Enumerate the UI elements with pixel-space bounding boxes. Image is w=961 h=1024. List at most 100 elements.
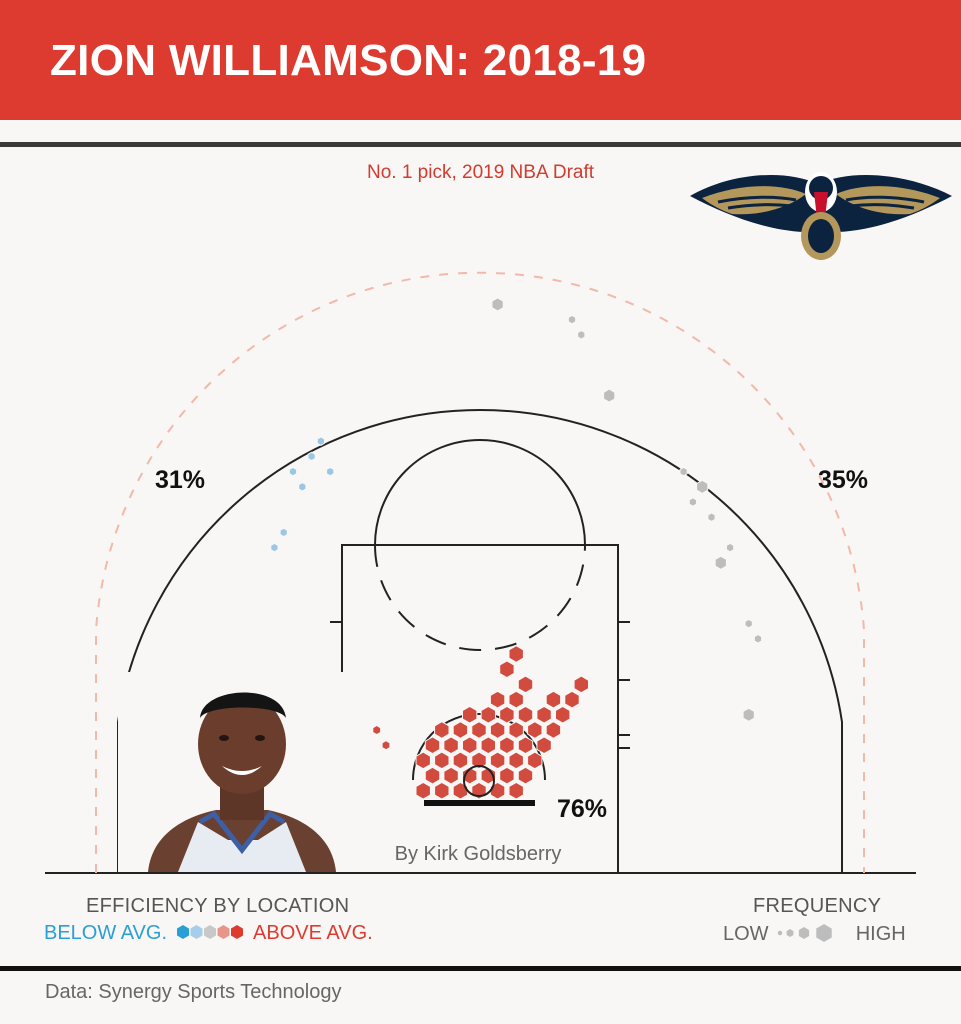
shot-hex xyxy=(742,707,755,722)
shot-hex xyxy=(298,482,307,492)
shot-hex xyxy=(424,766,441,785)
player-headshot xyxy=(118,672,358,872)
shot-hex xyxy=(545,721,562,739)
shot-hex xyxy=(489,751,506,770)
court-lines xyxy=(45,271,916,874)
efficiency-scale-hex xyxy=(229,923,244,941)
low-label: LOW xyxy=(723,923,769,945)
shot-hex xyxy=(480,766,496,785)
zone-label: 76% xyxy=(557,795,607,823)
shot-hex xyxy=(527,751,543,770)
shot-hex xyxy=(726,542,735,553)
shot-hex xyxy=(471,751,487,770)
shot-hex xyxy=(480,705,496,724)
free-throw-circle-top xyxy=(374,439,586,546)
shot-hex xyxy=(753,634,763,644)
shot-hexes xyxy=(270,297,763,800)
shot-hex xyxy=(491,297,504,312)
shot-hex xyxy=(288,466,298,477)
page-title: ZION WILLIAMSON: 2018-19 xyxy=(50,36,647,85)
shot-hex xyxy=(517,766,534,785)
shot-hex xyxy=(316,436,325,446)
shot-hex xyxy=(577,330,586,340)
shot-hex xyxy=(679,466,688,477)
top-divider xyxy=(0,142,961,147)
title-banner: ZION WILLIAMSON: 2018-19 xyxy=(0,0,961,120)
high-label: HIGH xyxy=(855,923,906,945)
shot-hex xyxy=(707,512,716,522)
efficiency-scale-hex xyxy=(175,923,190,941)
shot-hex xyxy=(415,751,431,770)
credit-text: By Kirk Goldsberry xyxy=(395,843,562,865)
shot-hex xyxy=(480,736,496,755)
efficiency-scale-hex xyxy=(216,923,231,941)
shot-hex xyxy=(424,736,441,755)
subtitle: No. 1 pick, 2019 NBA Draft xyxy=(366,162,595,183)
shot-hex xyxy=(499,660,515,679)
three-point-line xyxy=(117,408,843,873)
shot-hex xyxy=(508,721,524,739)
efficiency-scale-hex xyxy=(189,923,204,941)
shot-hex xyxy=(573,675,589,694)
shot-hex xyxy=(688,497,697,507)
shot-hex xyxy=(499,766,515,785)
shot-hex xyxy=(452,781,469,800)
deep-range-arc xyxy=(95,271,865,873)
frequency-scale-hex xyxy=(785,927,795,939)
shot-hex xyxy=(603,388,616,403)
shot-hex xyxy=(499,705,515,724)
restricted-area xyxy=(412,713,546,781)
shot-hex xyxy=(471,721,487,739)
shot-hex xyxy=(536,736,552,755)
shot-hex xyxy=(508,751,524,770)
shot-hex xyxy=(434,721,450,739)
pelican-logo-icon xyxy=(690,172,952,260)
shot-hex xyxy=(443,766,459,785)
shot-hex xyxy=(489,721,506,739)
shot-hex xyxy=(744,618,753,629)
frequency-scale-hex xyxy=(777,929,784,937)
efficiency-scale xyxy=(175,923,244,941)
shot-hex xyxy=(536,705,552,724)
efficiency-legend-title: EFFICIENCY BY LOCATION xyxy=(86,895,350,917)
shot-hex xyxy=(452,751,469,770)
shot-hex xyxy=(527,721,543,739)
shot-hex xyxy=(567,314,577,325)
paint xyxy=(341,544,619,874)
rim xyxy=(424,765,535,806)
shot-hex xyxy=(517,705,534,724)
efficiency-scale-hex xyxy=(202,923,217,941)
zone-labels: 31% 35% 76% xyxy=(155,466,868,823)
free-throw-circle-bottom xyxy=(374,544,586,651)
source-note: Data: Synergy Sports Technology xyxy=(45,981,342,1003)
shot-hex xyxy=(564,690,580,709)
shot-hex xyxy=(279,527,288,538)
shot-hex xyxy=(270,542,279,553)
frequency-scale-hex xyxy=(815,922,833,944)
frequency-scale xyxy=(777,922,833,944)
zone-label: 31% xyxy=(155,466,205,494)
shot-hex xyxy=(508,645,524,663)
shot-hex xyxy=(508,781,524,800)
shot-hex xyxy=(452,721,469,739)
shot-hex xyxy=(434,751,450,770)
shot-hex xyxy=(434,781,450,800)
shot-hex xyxy=(307,451,316,462)
zone-label: 35% xyxy=(818,466,868,494)
frequency-legend-title: FREQUENCY xyxy=(753,895,882,917)
below-avg-label: BELOW AVG. xyxy=(44,922,167,944)
shot-hex xyxy=(555,705,571,724)
shot-hex xyxy=(372,724,382,736)
frequency-scale-hex xyxy=(798,925,811,941)
above-avg-label: ABOVE AVG. xyxy=(253,922,373,944)
shot-hex xyxy=(415,781,431,800)
shot-hex xyxy=(462,736,478,755)
shot-hex xyxy=(489,690,506,709)
shot-hex xyxy=(517,675,534,694)
shot-hex xyxy=(462,705,478,724)
shot-hex xyxy=(326,466,335,477)
shot-hex xyxy=(714,555,727,570)
shot-hex xyxy=(508,690,524,709)
efficiency-legend: EFFICIENCY BY LOCATION BELOW AVG. ABOVE … xyxy=(44,895,424,948)
